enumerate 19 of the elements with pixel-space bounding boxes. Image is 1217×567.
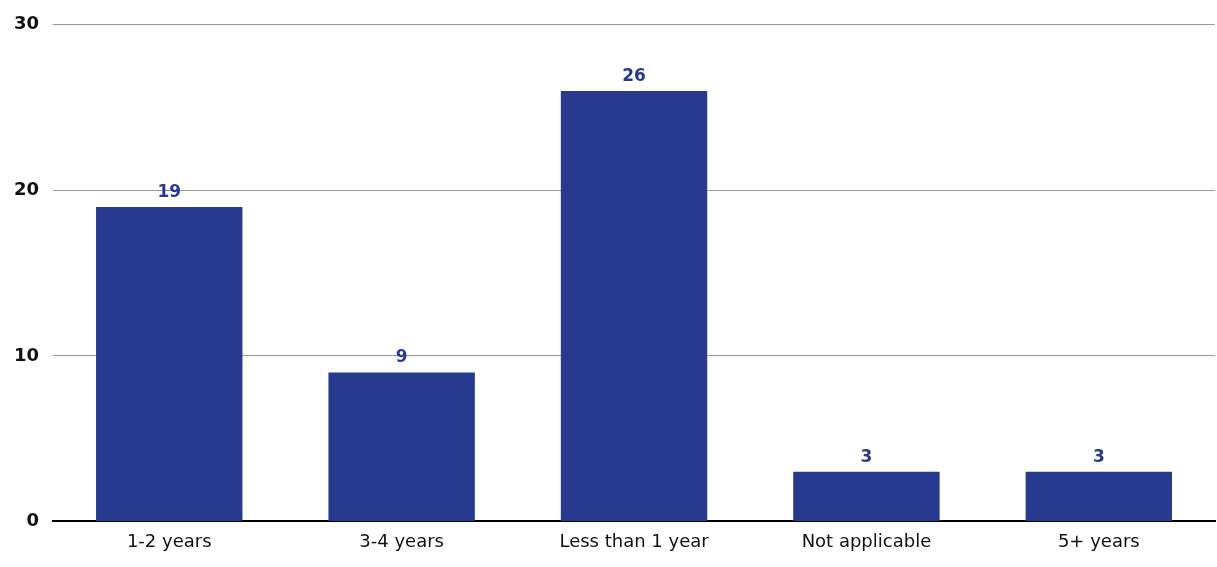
y-tick-label: 20 (13, 178, 40, 200)
x-tick-label: Less than 1 year (559, 529, 710, 551)
x-tick-label: 3-4 years (359, 529, 444, 551)
bar (560, 91, 708, 521)
bar (1025, 471, 1173, 521)
x-tick-label: 1-2 years (126, 529, 212, 551)
bar (328, 372, 475, 521)
y-tick-label: 10 (13, 343, 40, 365)
bar (793, 471, 940, 521)
x-tick-label: Not applicable (801, 529, 932, 551)
data-label: 9 (395, 346, 408, 367)
data-label: 19 (157, 180, 182, 201)
data-label: 26 (622, 64, 646, 85)
data-label: 3 (860, 445, 873, 466)
bar (96, 206, 243, 521)
y-tick-label: 30 (13, 12, 40, 34)
x-tick-label: 5+ years (1057, 529, 1140, 551)
y-tick-label: 0 (26, 509, 40, 531)
data-label: 3 (1092, 445, 1105, 466)
